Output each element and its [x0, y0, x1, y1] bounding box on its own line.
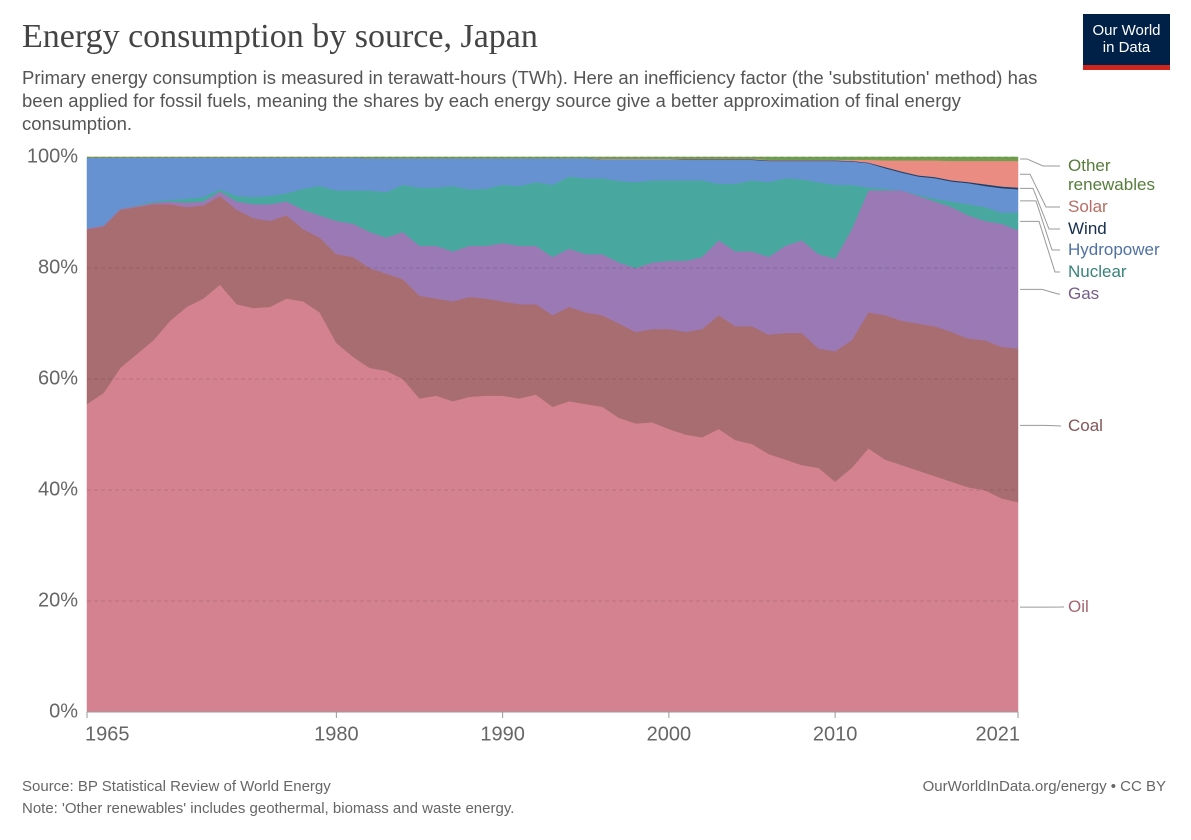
legend-label: Other renewables [1068, 156, 1155, 194]
x-tick-label: 2000 [647, 723, 692, 745]
legend-label: Nuclear [1068, 262, 1127, 281]
source: Source: BP Statistical Review of World E… [22, 778, 331, 795]
leader-line [1020, 173, 1060, 208]
y-tick-label: 80% [38, 256, 78, 278]
x-tick-label: 1965 [85, 723, 130, 745]
y-tick-label: 100% [27, 145, 78, 167]
logo-text: Our World in Data [1092, 22, 1161, 56]
area [86, 156, 1019, 162]
leader-line [1020, 220, 1060, 273]
leader-line [1020, 158, 1060, 167]
note: Note: 'Other renewables' includes geothe… [22, 800, 515, 817]
chart: 0% 20% 40% 60% 80% 100% 1965 1980 1990 2000 2010 20… [27, 145, 1065, 745]
legend-label: Hydropower [1068, 240, 1160, 259]
y-tick-label: 20% [38, 589, 78, 611]
leader-line [1020, 288, 1060, 295]
chart-title: Energy consumption by source, Japan [22, 18, 538, 55]
y-tick-label: 40% [38, 478, 78, 500]
y-tick-label: 0% [49, 700, 78, 722]
leader-line [1020, 424, 1062, 427]
x-tick-label: 1990 [480, 723, 525, 745]
chart-subtitle: Primary energy consumption is measured i… [22, 67, 1038, 134]
x-tick-label: 1980 [314, 723, 359, 745]
legend-label: Solar [1068, 197, 1108, 216]
url[interactable]: OurWorldInData.org/energy • CC BY [922, 778, 1166, 795]
leader-line [1020, 187, 1060, 230]
logo[interactable]: Our World in Data [1083, 14, 1170, 70]
leader-line [1020, 200, 1060, 251]
legend-label: Wind [1068, 219, 1107, 238]
y-tick-label: 60% [38, 367, 78, 389]
x-tick-label: 2021 [976, 723, 1021, 745]
legend-label: Coal [1068, 416, 1103, 435]
x-tick-label: 2010 [813, 723, 858, 745]
legend-label: Gas [1068, 284, 1100, 303]
legend-label: Oil [1068, 597, 1089, 616]
